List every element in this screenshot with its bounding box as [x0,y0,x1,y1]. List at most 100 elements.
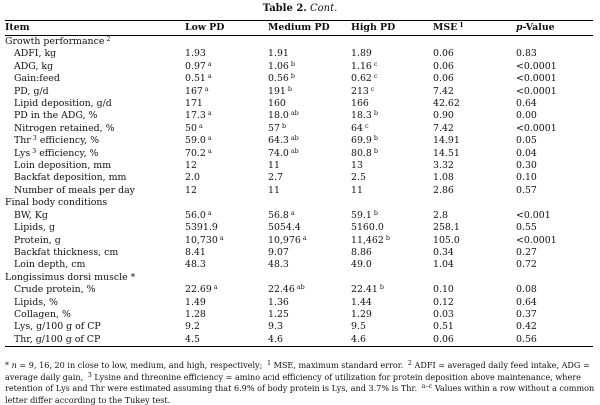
cell-p-value: <0.001 [516,210,593,222]
table-row: Thr, g/100 g of CP 4.5 4.6 4.6 0.06 0.56 [5,334,593,347]
row-label-cell: Loin depth, cm [5,259,185,271]
row-label-cell: Protein, g [5,235,185,247]
row-label-cell: Number of meals per day [5,185,185,197]
table-row: Lipids, g 5391.9 5054.4 5160.0 258.1 0.55 [5,222,593,234]
footnote-n: n [11,360,17,370]
letter-low-pd: a [207,109,212,118]
value-low-pd: 4.5 [185,333,200,345]
cell-p-value: <0.0001 [516,235,593,247]
letter-low-pd: a [207,134,212,143]
section-label-cell: Final body conditions [5,197,593,209]
letter-high-pd: b [373,146,378,155]
value-medium-pd: 22.46 [268,284,295,296]
value-high-pd: 18.3 [351,110,372,122]
row-label-cell: Loin deposition, mm [5,160,185,172]
cell-low-pd: 1.49 [185,297,268,309]
value-mse: 3.32 [433,160,454,172]
value-medium-pd: 48.3 [268,259,289,271]
cell-high-pd: 11,462 b [351,233,433,247]
cell-mse: 42.62 [433,98,516,110]
value-p-value: 0.64 [516,98,537,110]
value-medium-pd: 5054.4 [268,222,301,234]
value-high-pd: 8.86 [351,246,372,258]
cell-medium-pd: 1.91 [268,48,351,60]
value-mse: 14.51 [433,147,460,159]
letter-high-pd: b [385,233,390,242]
letter-medium-pd: ab [290,146,299,155]
cell-mse: 0.51 [433,321,516,333]
section-label: Growth performance [5,36,105,47]
header-medium-pd: Medium PD [268,21,330,33]
value-mse: 1.08 [433,172,454,184]
cell-p-value: 0.64 [516,98,593,110]
value-medium-pd: 0.56 [268,73,289,85]
data-table: Item Low PD Medium PD High PD MSE 1 p-Val… [5,20,593,347]
cell-mse: 0.10 [433,284,516,296]
row-label-cell: Lys, g/100 g of CP [5,321,185,333]
value-low-pd: 5391.9 [185,222,218,234]
cell-low-pd: 22.69 a [185,284,268,296]
row-label-cell: ADG, kg [5,61,185,73]
value-low-pd: 167 [185,85,203,97]
letter-medium-pd: ab [290,109,299,118]
value-p-value: 0.04 [516,147,537,159]
cell-high-pd: 1.29 [351,309,433,321]
value-mse: 2.8 [433,209,448,221]
cell-p-value: 0.83 [516,48,593,60]
cell-medium-pd: 11 [268,185,351,197]
value-mse: 0.51 [433,321,454,333]
value-high-pd: 9.5 [351,321,366,333]
letter-low-pd: a [198,121,203,130]
cell-low-pd: 10,730 a [185,234,268,247]
cell-mse: 3.32 [433,160,516,172]
cell-medium-pd: 11 [268,160,351,172]
footnote-text-3: ADFI = averaged daily feed intake, ADG =… [5,360,590,382]
cell-mse: 2.86 [433,185,516,197]
value-p-value: <0.0001 [516,122,557,134]
value-high-pd: 11 [351,184,363,196]
letter-high-pd: b [379,283,384,292]
letter-low-pd: a [204,84,209,93]
value-p-value: 0.72 [516,259,537,271]
letter-medium-pd: ab [296,283,305,292]
value-p-value: <0.0001 [516,73,557,85]
row-label-cell: BW, Kg [5,210,185,222]
cell-high-pd: 1.44 [351,297,433,309]
value-high-pd: 11,462 [351,234,384,246]
cell-high-pd: 2.5 [351,172,433,184]
cell-medium-pd: 160 [268,98,351,110]
value-high-pd: 166 [351,98,369,110]
value-high-pd: 69.9 [351,135,372,147]
value-medium-pd: 1.25 [268,308,289,320]
cell-high-pd: 59.1 b [351,209,433,222]
header-low-pd: Low PD [185,21,225,33]
row-label-cell: Collagen, % [5,309,185,321]
cell-medium-pd: 1.36 [268,297,351,309]
footnote-sup-3: 3 [87,370,92,379]
cell-low-pd: 70.2 a [185,147,268,160]
cell-p-value: 0.55 [516,222,593,234]
cell-mse: 7.42 [433,86,516,98]
value-low-pd: 0.51 [185,73,206,85]
value-medium-pd: 10,976 [268,234,301,246]
cell-medium-pd: 57 b [268,123,351,135]
row-label: Lipid deposition, g/d [14,98,112,110]
table-number: Table 2. [262,3,307,14]
cell-p-value: 0.72 [516,259,593,271]
cell-high-pd: 9.5 [351,321,433,333]
value-high-pd: 2.5 [351,172,366,184]
value-mse: 1.04 [433,259,454,271]
row-label: Loin deposition, mm [14,160,112,172]
value-low-pd: 70.2 [185,147,206,159]
row-label-rest: efficiency, % [39,135,100,147]
value-medium-pd: 9.07 [268,246,289,258]
cell-p-value: 0.05 [516,135,593,147]
section-label-cell: Growth performance 2 [5,36,593,49]
value-low-pd: 22.69 [185,284,212,296]
value-mse: 14.91 [433,135,460,147]
row-label: BW, Kg [14,209,48,221]
value-medium-pd: 57 [268,122,280,134]
table-body: Growth performance 2 ADFI, kg 1.93 1.91 1.89 0… [5,36,593,347]
cell-p-value: 0.00 [516,110,593,122]
value-p-value: 0.10 [516,172,537,184]
